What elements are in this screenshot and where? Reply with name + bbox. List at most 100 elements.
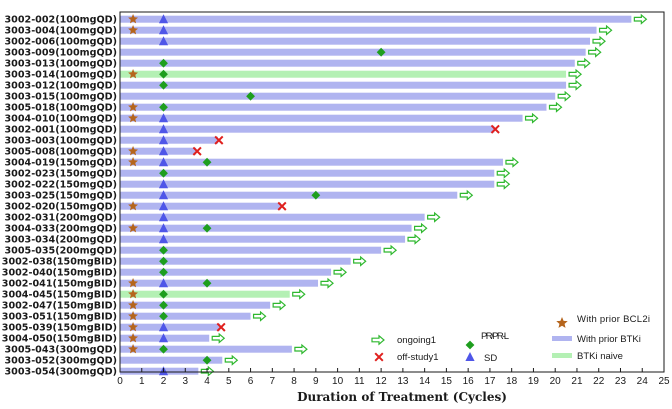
duration-bar xyxy=(120,356,223,364)
duration-bar xyxy=(120,114,523,122)
pr-diamond xyxy=(202,278,212,288)
patient-row: 3005-018(100mgQD) xyxy=(5,101,563,114)
pr-diamond xyxy=(202,355,212,365)
x-tick-label: 22 xyxy=(593,376,605,387)
legend-pr-diamond xyxy=(465,340,475,350)
duration-bar xyxy=(120,279,319,287)
legend-sd-triangle xyxy=(465,352,475,361)
ongoing-arrow xyxy=(459,189,474,201)
patient-row: 3004-019(150mgQD) xyxy=(5,156,519,169)
x-tick-label: 21 xyxy=(571,376,583,387)
pr-diamond xyxy=(159,300,168,310)
x-tick-label: 11 xyxy=(354,376,365,387)
duration-bar xyxy=(120,81,567,89)
patient-label: 3003-054(300mgQD) xyxy=(5,367,118,378)
x-tick-label: 1 xyxy=(139,376,145,387)
patient-row: 3002-022(150mgQD) xyxy=(5,178,511,191)
ongoing-arrow xyxy=(413,222,428,234)
sd-triangle xyxy=(158,179,169,189)
off-study-x xyxy=(490,124,500,134)
sd-triangle xyxy=(158,157,169,167)
duration-bar xyxy=(120,169,495,177)
ongoing-arrow xyxy=(294,343,308,355)
duration-bar xyxy=(120,125,495,133)
sd-triangle xyxy=(158,124,169,134)
ongoing-arrow xyxy=(320,277,334,289)
patient-row: 3002-002(100mgQD) xyxy=(5,13,648,26)
patient-label: 3005-018(100mgQD) xyxy=(5,103,118,114)
duration-bar xyxy=(120,301,271,309)
duration-bar xyxy=(120,202,282,210)
pr-diamond xyxy=(246,91,255,101)
sd-triangle xyxy=(158,36,169,46)
legend-sd-label: SD xyxy=(484,353,497,364)
patient-label: 3003-012(100mgQD) xyxy=(5,81,118,92)
patient-label: 3005-035(200mgQD) xyxy=(5,246,118,257)
patient-row: 3002-041(150mgBID) xyxy=(2,277,334,290)
ongoing-arrow xyxy=(272,299,287,311)
x-tick-label: 19 xyxy=(528,376,540,387)
patient-row: 3005-039(150mgBID) xyxy=(2,322,226,334)
duration-bar xyxy=(120,48,586,56)
patient-label: 3005-043(300mgQD) xyxy=(5,345,118,356)
ongoing-arrow xyxy=(353,255,367,267)
patient-label: 3003-009(100mgQD) xyxy=(5,48,118,59)
x-tick-label: 2 xyxy=(161,376,167,387)
ongoing-arrow xyxy=(224,354,239,366)
x-tick-label: 6 xyxy=(248,376,254,387)
patient-row: 3005-043(300mgQD) xyxy=(5,343,308,356)
patient-label: 3003-014(100mgQD) xyxy=(5,70,118,81)
patient-label: 3004-033(200mgQD) xyxy=(5,224,118,235)
sd-triangle xyxy=(158,113,169,123)
patient-row: 3005-035(200mgQD) xyxy=(5,244,398,257)
prior-bcl2i-star xyxy=(128,278,138,288)
patient-row: 3005-008(100mgQD) xyxy=(5,146,202,158)
patient-label: 3003-003(100mgQD) xyxy=(5,136,118,147)
x-tick-label: 23 xyxy=(615,376,627,387)
prior-bcl2i-star xyxy=(128,25,138,35)
patient-label: 3004-045(150mgBID) xyxy=(2,290,117,301)
patient-label: 3004-019(150mgQD) xyxy=(5,158,118,169)
patient-label: 3004-050(150mgBID) xyxy=(2,334,117,345)
patient-row: 3003-003(100mgQD) xyxy=(5,135,224,147)
duration-bar xyxy=(120,147,197,155)
x-tick-label: 25 xyxy=(658,376,670,387)
patient-row: 3002-047(150mgBID) xyxy=(2,299,287,312)
patient-label: 3002-041(150mgBID) xyxy=(2,279,117,290)
duration-bar xyxy=(120,136,218,144)
legend-prior-btki-label: With prior BTKi xyxy=(577,334,641,345)
ongoing-arrow xyxy=(496,167,511,179)
ongoing-arrow xyxy=(588,46,602,58)
patient-label: 3002-023(150mgQD) xyxy=(5,169,118,180)
prior-bcl2i-star xyxy=(128,322,138,332)
patient-row: 3002-023(150mgQD) xyxy=(5,167,511,180)
patient-row: 3003-013(100mgQD) xyxy=(5,57,591,70)
sd-triangle xyxy=(158,135,169,145)
pr-diamond xyxy=(159,289,168,299)
x-tick-label: 3 xyxy=(182,376,188,387)
duration-bar xyxy=(120,235,406,243)
ongoing-arrow xyxy=(407,233,421,245)
x-tick-label: 13 xyxy=(397,376,409,387)
legend-ongoing-arrow xyxy=(371,334,385,346)
prior-bcl2i-star xyxy=(128,69,138,79)
duration-bar xyxy=(120,290,290,298)
sd-triangle xyxy=(158,234,169,244)
patient-row: 3002-038(150mgBID) xyxy=(2,255,367,268)
x-tick-label: 9 xyxy=(313,376,319,387)
pr-diamond xyxy=(159,80,168,90)
patient-row: 3002-001(100mgQD) xyxy=(5,124,500,136)
ongoing-arrow xyxy=(548,101,563,113)
duration-bar xyxy=(120,345,292,353)
sd-triangle xyxy=(158,25,169,35)
pr-diamond xyxy=(202,157,212,167)
patient-label: 3005-039(150mgBID) xyxy=(2,323,117,334)
duration-bar xyxy=(120,367,199,375)
patient-label: 3002-002(100mgQD) xyxy=(5,15,118,26)
legend-off-study-label: off-study1 xyxy=(397,352,439,363)
patient-row: 3003-009(100mgQD) xyxy=(5,46,602,59)
ongoing-arrow xyxy=(557,90,572,102)
prior-bcl2i-star xyxy=(128,14,138,24)
x-tick-label: 4 xyxy=(204,376,210,387)
